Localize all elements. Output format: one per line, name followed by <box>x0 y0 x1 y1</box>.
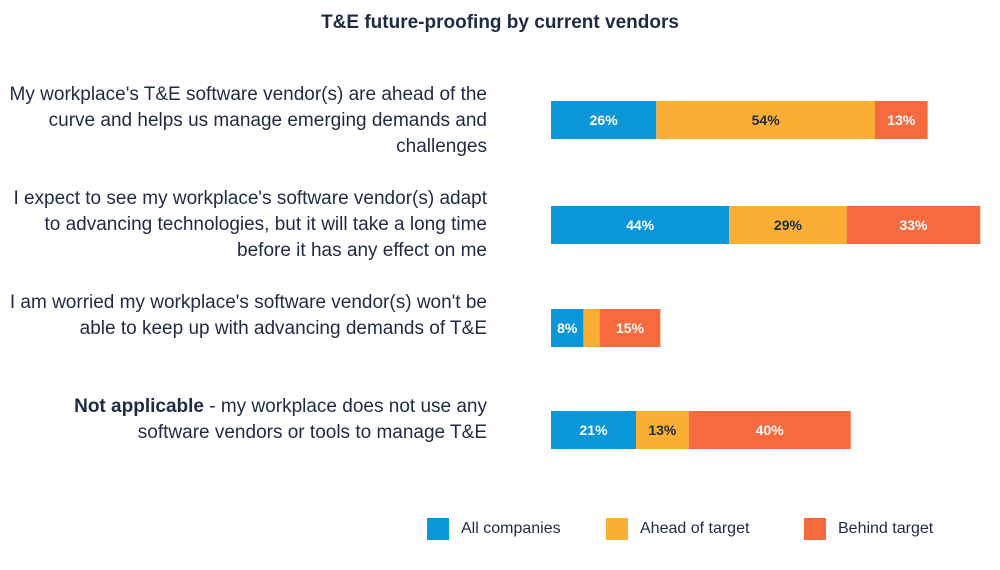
data-label-4-3: 40% <box>756 422 785 438</box>
data-label-1-1: 26% <box>590 112 619 128</box>
bar-segment-1-2 <box>656 101 875 139</box>
bar-segment-2-2 <box>729 206 847 244</box>
bar-segment-3-2 <box>583 309 600 347</box>
legend-label-ahead-of-target: Ahead of target <box>640 520 750 537</box>
category-label-4: Not applicable - my workplace does not u… <box>7 394 487 446</box>
bar-segment-4-1 <box>551 411 637 449</box>
data-label-3-3: 15% <box>616 320 645 336</box>
legend-label-all-companies: All companies <box>461 520 561 537</box>
data-label-4-2: 13% <box>648 422 677 438</box>
legend-item-ahead-of-target: Ahead of target <box>606 518 749 540</box>
data-label-1-2: 54% <box>752 112 781 128</box>
category-label-3: I am worried my workplace's software ven… <box>7 290 487 342</box>
bar-segment-4-3 <box>688 411 851 449</box>
chart-legend: All companies Ahead of target Behind tar… <box>0 518 1000 544</box>
category-label-1-text: My workplace's T&E software vendor(s) ar… <box>9 84 487 157</box>
bar-segment-3-3 <box>599 309 661 347</box>
legend-label-behind-target: Behind target <box>838 520 934 537</box>
category-label-1: My workplace's T&E software vendor(s) ar… <box>7 82 487 160</box>
data-label-2-2: 29% <box>774 217 803 233</box>
chart-title: T&E future-proofing by current vendors <box>321 12 679 33</box>
category-label-4-text: - my workplace does not use any software… <box>137 396 487 443</box>
data-label-4-1: 21% <box>580 422 609 438</box>
legend-item-all-companies: All companies <box>427 518 561 540</box>
data-label-2-3: 33% <box>899 217 928 233</box>
bar-segment-2-1 <box>551 206 730 244</box>
bar-segment-3-1 <box>551 309 584 347</box>
category-label-2-text: I expect to see my workplace's software … <box>13 188 487 261</box>
legend-swatch-behind-target <box>804 518 826 540</box>
bar-segment-4-2 <box>636 411 689 449</box>
category-label-2: I expect to see my workplace's software … <box>7 186 487 264</box>
category-label-4-lead: Not applicable <box>74 396 204 417</box>
bar-segment-1-3 <box>875 101 928 139</box>
legend-swatch-ahead-of-target <box>606 518 628 540</box>
data-label-2-1: 44% <box>626 217 655 233</box>
bar-segment-1-1 <box>551 101 657 139</box>
data-label-1-3: 13% <box>887 112 916 128</box>
stacked-bar-chart: 26% 54% 13% 44% 29% 33% 8% 15% 21% 13% 40% <box>551 101 981 449</box>
legend-item-behind-target: Behind target <box>804 518 933 540</box>
data-label-3-1: 8% <box>557 320 578 336</box>
legend-swatch-all-companies <box>427 518 449 540</box>
bar-segment-2-3 <box>846 206 981 244</box>
category-label-3-text: I am worried my workplace's software ven… <box>9 292 487 339</box>
